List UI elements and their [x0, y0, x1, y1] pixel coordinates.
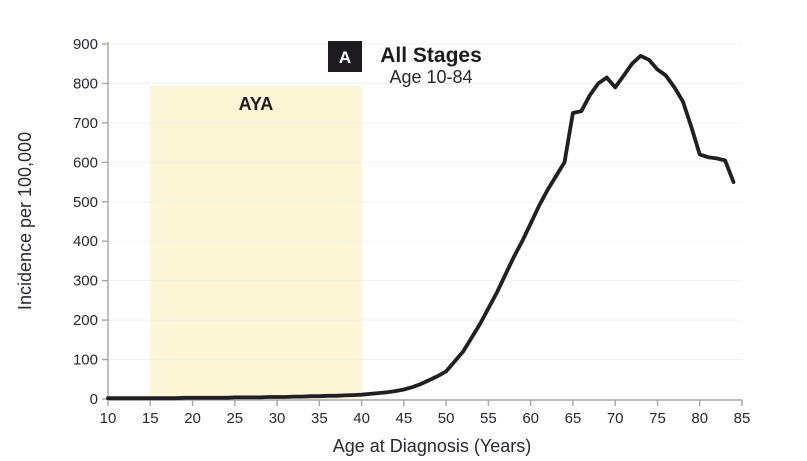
panel-letter: A: [339, 48, 351, 67]
y-tick-label-500: 500: [73, 194, 98, 211]
axes: [107, 42, 742, 401]
x-tick-label-25: 25: [226, 410, 243, 427]
y-tick-label-800: 800: [73, 75, 98, 92]
x-tick-label-80: 80: [691, 410, 708, 427]
x-tick-label-75: 75: [649, 410, 666, 427]
x-tick-label-85: 85: [734, 410, 751, 427]
y-tick-label-600: 600: [73, 154, 98, 171]
y-tick-label-100: 100: [73, 352, 98, 369]
y-tick-label-0: 0: [90, 391, 98, 408]
y-tick-label-700: 700: [73, 115, 98, 132]
axis-ticks: [102, 43, 743, 406]
chart-title: All Stages: [380, 44, 482, 67]
gridlines: [108, 43, 742, 361]
x-tick-label-15: 15: [142, 410, 159, 427]
aya-band-label: AYA: [239, 94, 274, 114]
x-tick-label-20: 20: [184, 410, 201, 427]
x-tick-label-40: 40: [353, 410, 370, 427]
x-tick-label-70: 70: [607, 410, 624, 427]
aya-shaded-band: [150, 86, 362, 399]
axis-tick-labels: 0 100 200 300 400 500 600 700 800 900 10 15 20 25 30 35…: [73, 36, 750, 427]
incidence-curve: [106, 53, 736, 401]
panel-letter-badge: [328, 41, 362, 72]
y-tick-label-200: 200: [73, 312, 98, 329]
y-tick-label-900: 900: [73, 36, 98, 53]
y-tick-label-300: 300: [73, 273, 98, 290]
x-tick-label-45: 45: [396, 410, 413, 427]
x-tick-label-55: 55: [480, 410, 497, 427]
y-axis-title: Incidence per 100,000: [15, 132, 35, 310]
y-tick-label-400: 400: [73, 233, 98, 250]
x-axis-title: Age at Diagnosis (Years): [333, 436, 531, 456]
x-tick-label-10: 10: [100, 410, 117, 427]
x-tick-label-30: 30: [269, 410, 286, 427]
x-tick-label-60: 60: [522, 410, 539, 427]
x-tick-label-50: 50: [438, 410, 455, 427]
x-tick-label-65: 65: [565, 410, 582, 427]
panel-header: A All Stages Age 10-84: [328, 41, 482, 87]
chart-subtitle: Age 10-84: [389, 67, 472, 87]
x-tick-label-35: 35: [311, 410, 328, 427]
